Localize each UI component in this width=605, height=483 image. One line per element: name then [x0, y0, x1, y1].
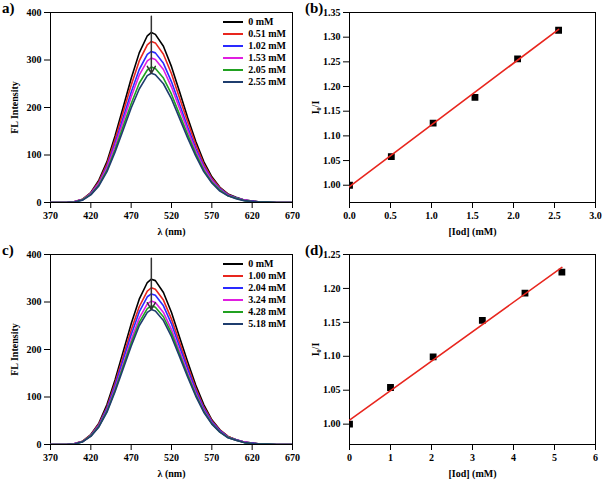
- html-text:0.51 mM: 0.51 mM: [248, 28, 286, 39]
- svg-text:300: 300: [27, 54, 42, 65]
- svg-text:420: 420: [83, 452, 98, 463]
- html-text:2.55 mM: 2.55 mM: [248, 76, 286, 87]
- svg-text:200: 200: [27, 344, 42, 355]
- svg-text:1.5: 1.5: [466, 210, 479, 221]
- svg-text:400: 400: [27, 7, 42, 18]
- svg-text:1.00: 1.00: [323, 418, 341, 429]
- svg-text:670: 670: [285, 452, 300, 463]
- svg-text:5: 5: [552, 452, 557, 463]
- svg-text:I₀/I: I₀/I: [310, 343, 321, 357]
- html-text:2.05 mM: 2.05 mM: [248, 64, 286, 75]
- svg-text:1.10: 1.10: [323, 350, 341, 361]
- svg-text:670: 670: [285, 210, 300, 221]
- svg-text:1.05: 1.05: [323, 155, 341, 166]
- svg-text:370: 370: [43, 452, 58, 463]
- svg-text:0: 0: [37, 439, 42, 450]
- svg-text:620: 620: [245, 452, 260, 463]
- svg-text:3.0: 3.0: [589, 210, 602, 221]
- html-text:3.24 mM: 3.24 mM: [248, 294, 286, 305]
- svg-text:1.30: 1.30: [323, 31, 341, 42]
- svg-text:420: 420: [83, 210, 98, 221]
- svg-text:1.0: 1.0: [425, 210, 438, 221]
- svg-text:I₀/I: I₀/I: [310, 101, 321, 115]
- svg-text:200: 200: [27, 102, 42, 113]
- svg-text:2.0: 2.0: [507, 210, 520, 221]
- svg-text:1.25: 1.25: [323, 56, 341, 67]
- svg-text:620: 620: [245, 210, 260, 221]
- html-text:5.18 mM: 5.18 mM: [248, 318, 286, 329]
- svg-text:100: 100: [27, 391, 42, 402]
- html-text:(b): (b): [305, 0, 324, 16]
- svg-text:1.20: 1.20: [323, 283, 341, 294]
- svg-text:1.15: 1.15: [323, 105, 341, 116]
- html-text:1.00 mM: 1.00 mM: [248, 270, 286, 281]
- svg-text:300: 300: [27, 296, 42, 307]
- svg-text:1.35: 1.35: [323, 7, 341, 18]
- html-text:a): a): [2, 0, 15, 16]
- svg-text:520: 520: [164, 210, 179, 221]
- html-text:0 mM: 0 mM: [248, 16, 274, 27]
- svg-text:FL Intensity: FL Intensity: [9, 81, 20, 134]
- svg-text:2: 2: [429, 452, 434, 463]
- html-text:(d): (d): [305, 242, 324, 258]
- svg-text:0: 0: [37, 197, 42, 208]
- svg-text:0: 0: [347, 452, 352, 463]
- svg-text:2.5: 2.5: [548, 210, 561, 221]
- svg-text:100: 100: [27, 149, 42, 160]
- html-text:1.02 mM: 1.02 mM: [248, 40, 286, 51]
- svg-text:1.00: 1.00: [323, 179, 341, 190]
- svg-text:λ (nm): λ (nm): [158, 226, 186, 238]
- svg-text:[Iod] (mM): [Iod] (mM): [448, 468, 496, 480]
- svg-text:0.0: 0.0: [343, 210, 356, 221]
- svg-text:FL Intensity: FL Intensity: [9, 323, 20, 376]
- svg-text:3: 3: [470, 452, 475, 463]
- svg-text:4: 4: [511, 452, 516, 463]
- svg-text:570: 570: [204, 210, 219, 221]
- svg-text:1.15: 1.15: [323, 317, 341, 328]
- svg-text:1.20: 1.20: [323, 81, 341, 92]
- svg-text:370: 370: [43, 210, 58, 221]
- svg-text:1.05: 1.05: [323, 384, 341, 395]
- svg-text:520: 520: [164, 452, 179, 463]
- svg-text:1.10: 1.10: [323, 130, 341, 141]
- svg-text:470: 470: [124, 452, 139, 463]
- html-text:2.04 mM: 2.04 mM: [248, 282, 286, 293]
- html-text:1.53 mM: 1.53 mM: [248, 52, 286, 63]
- svg-text:1.25: 1.25: [323, 249, 341, 260]
- svg-text:λ (nm): λ (nm): [158, 468, 186, 480]
- html-text:0 mM: 0 mM: [248, 258, 274, 269]
- svg-text:0.5: 0.5: [384, 210, 397, 221]
- svg-text:400: 400: [27, 249, 42, 260]
- svg-text:6: 6: [593, 452, 598, 463]
- html-text:c): c): [2, 242, 14, 258]
- svg-text:[Iod] (mM): [Iod] (mM): [448, 226, 496, 238]
- svg-text:470: 470: [124, 210, 139, 221]
- svg-text:570: 570: [204, 452, 219, 463]
- svg-text:1: 1: [388, 452, 393, 463]
- html-text:4.28 mM: 4.28 mM: [248, 306, 286, 317]
